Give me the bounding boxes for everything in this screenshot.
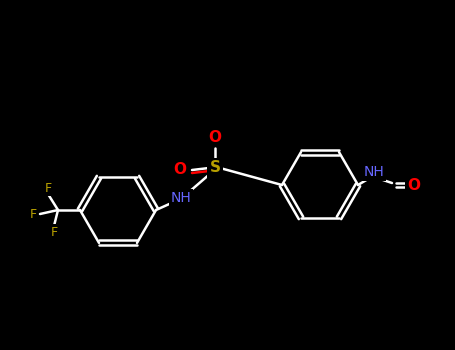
Text: F: F — [51, 225, 58, 238]
Text: O: O — [173, 162, 187, 177]
Text: S: S — [209, 161, 221, 175]
Text: O: O — [408, 177, 420, 192]
Text: O: O — [208, 130, 222, 145]
Text: NH: NH — [171, 191, 192, 205]
Text: NH: NH — [364, 165, 384, 179]
Text: F: F — [30, 208, 36, 220]
Text: F: F — [45, 182, 51, 195]
